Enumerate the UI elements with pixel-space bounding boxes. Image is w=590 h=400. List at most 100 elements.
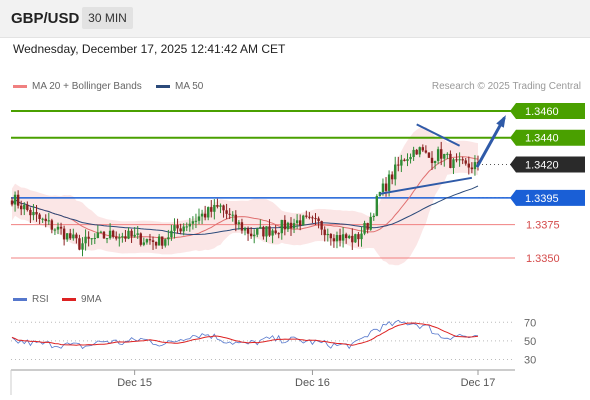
candle-98 bbox=[311, 215, 314, 224]
candle-body-108 bbox=[341, 234, 345, 241]
ma50-legend-label: MA 50 bbox=[175, 81, 204, 92]
candle-body-28 bbox=[96, 232, 100, 239]
candle-body-56 bbox=[182, 226, 185, 232]
candle-57 bbox=[185, 222, 188, 232]
candle-body-120 bbox=[378, 192, 382, 197]
candle-body-97 bbox=[308, 216, 311, 218]
candle-body-107 bbox=[338, 235, 342, 241]
candle-69 bbox=[222, 204, 225, 218]
time-tick-label-0: Dec 15 bbox=[117, 377, 152, 389]
candle-body-30 bbox=[102, 231, 106, 239]
level-tag-shape-1 bbox=[510, 129, 585, 146]
candle-body-64 bbox=[207, 207, 210, 218]
candle-90 bbox=[286, 221, 290, 232]
candle-body-98 bbox=[311, 217, 314, 219]
candle-151 bbox=[473, 155, 477, 176]
candle-body-6 bbox=[29, 209, 32, 216]
candle-body-129 bbox=[406, 159, 409, 161]
candle-50 bbox=[164, 238, 167, 248]
candle-body-138 bbox=[433, 160, 437, 164]
level-labels: 1.3460 1.3440 1.3420 1.3395 1.3375 1.3350 bbox=[510, 103, 585, 265]
candle-body-13 bbox=[50, 220, 54, 230]
candle-body-31 bbox=[105, 238, 109, 240]
candle-body-105 bbox=[332, 238, 336, 242]
level-tag-1: 1.3440 bbox=[510, 129, 585, 146]
candle-11 bbox=[44, 214, 47, 228]
candle-body-119 bbox=[375, 196, 379, 216]
candle-83 bbox=[265, 226, 268, 242]
candle-8 bbox=[35, 205, 38, 222]
candle-85 bbox=[271, 228, 274, 244]
candle-body-78 bbox=[249, 233, 253, 237]
time-tick-label-1: Dec 16 bbox=[295, 377, 330, 389]
candle-body-89 bbox=[283, 219, 287, 230]
candle-138 bbox=[433, 160, 437, 170]
candle-130 bbox=[409, 153, 412, 164]
candle-60 bbox=[194, 213, 198, 229]
candle-body-5 bbox=[26, 204, 29, 210]
candle-97 bbox=[308, 212, 311, 220]
candle-body-142 bbox=[446, 153, 449, 155]
candle-body-149 bbox=[467, 163, 471, 168]
timeframe-button[interactable]: 30 MIN bbox=[82, 7, 133, 29]
candle-45 bbox=[148, 233, 152, 245]
candle-body-63 bbox=[203, 213, 207, 218]
candle-body-118 bbox=[372, 215, 375, 218]
candle-84 bbox=[268, 219, 271, 237]
candle-68 bbox=[219, 203, 222, 214]
candle-body-140 bbox=[440, 149, 443, 159]
candle-39 bbox=[130, 228, 133, 243]
candle-125 bbox=[394, 156, 397, 186]
candle-body-17 bbox=[62, 228, 66, 240]
candle-body-94 bbox=[298, 220, 302, 226]
candle-body-21 bbox=[75, 234, 78, 239]
candle-body-113 bbox=[357, 234, 360, 240]
candle-body-0 bbox=[10, 200, 14, 205]
candle-body-44 bbox=[145, 239, 149, 243]
rsi-line bbox=[11, 319, 479, 350]
candle-28 bbox=[96, 225, 100, 239]
candle-body-40 bbox=[133, 234, 136, 237]
candle-body-2 bbox=[16, 194, 20, 206]
candle-body-29 bbox=[99, 231, 103, 233]
candle-body-35 bbox=[118, 237, 121, 239]
forecast-arrow-head-icon bbox=[496, 115, 506, 128]
candle-body-60 bbox=[194, 220, 198, 222]
candle-149 bbox=[467, 156, 471, 175]
candle-116 bbox=[366, 222, 369, 234]
candle-95 bbox=[302, 214, 305, 226]
candle-127 bbox=[400, 154, 403, 173]
candle-body-90 bbox=[286, 222, 290, 230]
candle-71 bbox=[228, 208, 231, 219]
candle-4 bbox=[23, 202, 26, 216]
candle-129 bbox=[406, 153, 409, 167]
candle-body-116 bbox=[366, 222, 369, 230]
candle-body-48 bbox=[157, 236, 161, 246]
candle-118 bbox=[372, 213, 375, 221]
candle-21 bbox=[75, 232, 78, 244]
candle-9 bbox=[38, 212, 41, 225]
ma20-line bbox=[11, 156, 479, 239]
candle-46 bbox=[151, 236, 155, 250]
candle-124 bbox=[390, 171, 394, 185]
candle-107 bbox=[338, 228, 342, 247]
candle-112 bbox=[354, 233, 357, 243]
candle-147 bbox=[461, 156, 464, 165]
candle-body-9 bbox=[38, 214, 41, 219]
candle-29 bbox=[99, 230, 103, 234]
candle-1 bbox=[13, 191, 17, 212]
candle-61 bbox=[197, 208, 201, 225]
candle-body-122 bbox=[384, 183, 388, 191]
candle-5 bbox=[26, 201, 29, 212]
candle-134 bbox=[421, 144, 425, 153]
candle-body-136 bbox=[427, 152, 431, 158]
rsi-legend-label: RSI bbox=[32, 294, 49, 305]
candle-body-99 bbox=[314, 218, 317, 220]
candle-117 bbox=[369, 212, 372, 231]
candle-23 bbox=[81, 237, 84, 257]
candle-106 bbox=[335, 231, 339, 249]
level-tag-3: 1.3395 bbox=[510, 189, 585, 206]
candle-body-12 bbox=[47, 220, 50, 222]
rsi-ma-line bbox=[11, 322, 479, 346]
